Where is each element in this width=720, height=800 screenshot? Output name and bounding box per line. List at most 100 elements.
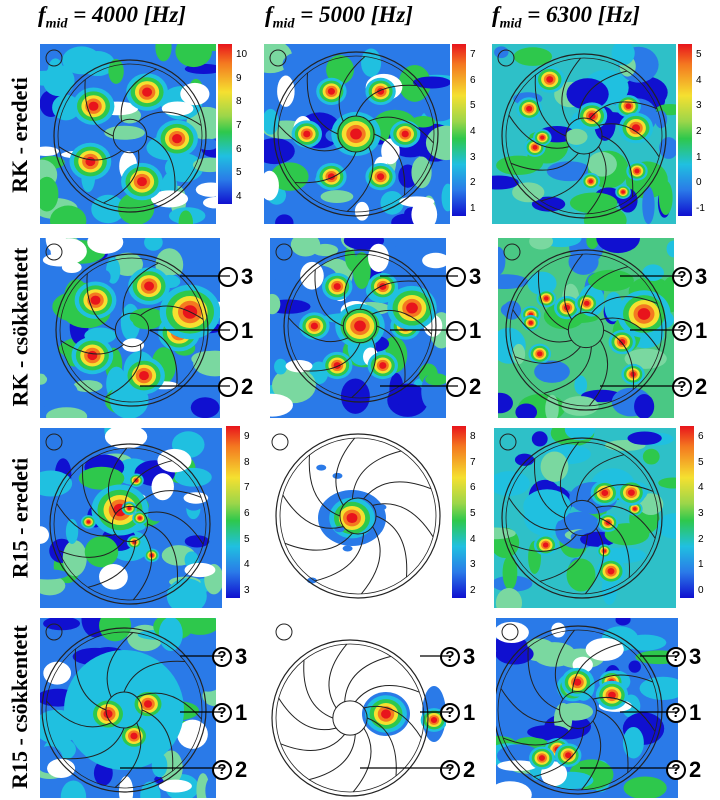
- callout-marker: ?: [672, 377, 692, 397]
- colorbar-tick: 4: [470, 533, 476, 545]
- hotspot-core: [310, 322, 318, 330]
- rotor-blade: [592, 697, 656, 732]
- hotspot-core: [88, 101, 99, 111]
- hotspot-core: [608, 691, 616, 699]
- void: [122, 338, 145, 352]
- map-svg: [496, 618, 678, 798]
- noise-blob: [290, 238, 321, 257]
- rotor-blade: [527, 647, 560, 711]
- rotor-hub: [565, 117, 603, 155]
- callout-r15-5000-2: ? 2: [440, 757, 475, 783]
- map-panel: [498, 238, 674, 418]
- noise-blob: [312, 204, 333, 224]
- map-svg: [40, 238, 220, 418]
- header-4000: fmid = 4000 [Hz]: [38, 2, 186, 32]
- noise-blob: [376, 504, 387, 511]
- noise-blob: [546, 161, 592, 182]
- noise-blob: [320, 190, 354, 204]
- hotspot-core: [583, 300, 590, 306]
- rotor-outline: [271, 639, 429, 797]
- rotor-blade: [308, 734, 356, 781]
- callout-marker: ?: [212, 647, 232, 667]
- callout-marker: ?: [666, 647, 686, 667]
- reference-marker: [45, 433, 63, 451]
- reference-marker: [271, 433, 289, 451]
- map-svg: [270, 238, 446, 418]
- colorbar-gradient: [680, 426, 694, 598]
- noise-blob: [512, 343, 526, 365]
- callout-r15-5000-3: ? 3: [440, 644, 475, 670]
- void: [158, 779, 192, 793]
- hotspot-core: [377, 173, 385, 180]
- rotor-blade: [123, 660, 186, 693]
- colorbar-tick: 4: [696, 74, 702, 86]
- noise-blob: [638, 493, 664, 516]
- hotspot-core: [333, 283, 341, 290]
- rotor-outline: [501, 437, 663, 599]
- rotor-blade: [554, 629, 575, 700]
- callout-marker: ?: [212, 760, 232, 780]
- hotspot-core: [634, 168, 640, 174]
- rotor-blade: [86, 273, 116, 331]
- noise-blob: [42, 351, 68, 382]
- noise-blob: [118, 192, 155, 224]
- rotor-outline: [275, 433, 441, 599]
- hotspot-core: [143, 700, 153, 708]
- rotor-blade: [599, 517, 630, 578]
- map-panel: [40, 238, 220, 418]
- hotspot-core: [633, 507, 637, 511]
- rotor-outline-inner: [279, 437, 437, 595]
- rotor-blade: [534, 74, 567, 137]
- colorbar-tick: 2: [470, 177, 476, 189]
- noise-blob: [624, 348, 667, 369]
- colorbar-tick: 8: [470, 431, 476, 442]
- rotor-outline: [41, 627, 207, 793]
- rotor-blade: [543, 346, 592, 394]
- map-panel: [40, 618, 216, 798]
- noise-blob: [184, 535, 210, 548]
- noise-blob: [622, 726, 644, 759]
- colorbar-tick: 7: [470, 456, 476, 468]
- rotor-blade: [58, 540, 125, 558]
- noise-blob: [587, 269, 634, 292]
- rotor-blade: [308, 454, 341, 517]
- callout-rk6300-3: ? 2: [672, 374, 707, 400]
- hotspot-core: [103, 709, 113, 719]
- rotor-blade: [84, 79, 114, 137]
- callout-rk6300-2: ? 1: [672, 318, 707, 344]
- noise-blob: [568, 248, 599, 275]
- void: [104, 428, 148, 449]
- noise-blob: [158, 618, 183, 651]
- noise-blob: [40, 377, 78, 409]
- rotor-blade: [534, 458, 565, 519]
- callout-rk4000-1: 11: [218, 318, 253, 344]
- void: [87, 238, 124, 254]
- colorbar-tick: 6: [236, 143, 242, 155]
- rotor-blade: [148, 329, 178, 387]
- rotor-blade: [596, 505, 656, 539]
- noise-blob: [40, 176, 59, 212]
- noise-blob: [586, 238, 599, 250]
- rotor-blade: [571, 642, 623, 693]
- noise-blob: [389, 373, 404, 406]
- hotspot-core: [327, 88, 335, 95]
- noise-blob: [316, 464, 327, 471]
- rotor-blade: [306, 72, 339, 135]
- noise-blob: [596, 238, 640, 254]
- noise-blob: [99, 618, 132, 642]
- rotor-blade: [108, 447, 128, 514]
- rotor-blade: [103, 150, 140, 204]
- callout-marker: ?: [440, 647, 460, 667]
- noise-blob: [52, 94, 80, 121]
- rotor-blade: [363, 705, 422, 739]
- rotor-outline: [496, 625, 663, 795]
- callout-rk5000-2: 22: [446, 374, 481, 400]
- rotor-blade: [346, 146, 374, 212]
- hotspot-core: [528, 320, 533, 325]
- hotspot-core: [621, 190, 625, 194]
- hotspot-core: [139, 370, 149, 381]
- rotor-blade: [560, 441, 580, 508]
- map-panel: [496, 618, 678, 798]
- noise-blob: [527, 725, 570, 739]
- rotor-blade: [278, 124, 344, 152]
